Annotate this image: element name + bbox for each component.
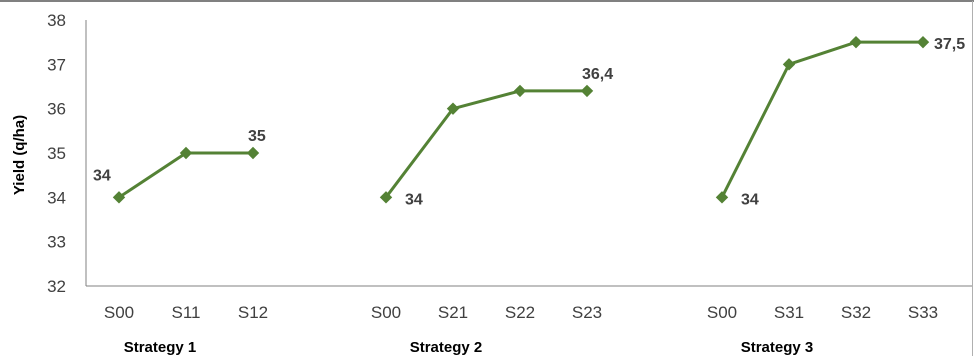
x-category-label: S22 xyxy=(505,303,535,322)
y-tick-label: 34 xyxy=(47,188,66,207)
data-label: 34 xyxy=(405,191,423,208)
strategy-group-label: Strategy 3 xyxy=(741,339,814,356)
strategy-group-label: Strategy 2 xyxy=(410,339,483,356)
y-tick-label: 35 xyxy=(47,144,66,163)
x-category-label: S11 xyxy=(172,303,201,322)
data-label: 34 xyxy=(93,167,111,184)
data-point-marker xyxy=(112,191,126,204)
series-layer: 34 35 34 36,4 34 37,5 xyxy=(93,35,965,208)
data-point-marker xyxy=(179,146,193,160)
data-label: 34 xyxy=(741,191,759,208)
x-category-label: S00 xyxy=(371,303,401,322)
data-point-marker xyxy=(715,191,729,204)
y-tick-labels: 32 33 34 35 36 37 38 xyxy=(47,11,66,296)
y-tick-label: 33 xyxy=(47,233,66,252)
x-category-label: S21 xyxy=(438,303,468,322)
x-tick-labels: S00 S11 S12 Strategy 1 S00 S21 S22 S23 Strategy … xyxy=(104,303,938,356)
x-category-label: S00 xyxy=(707,303,737,322)
series-line xyxy=(720,40,923,199)
data-point-marker xyxy=(446,102,460,115)
y-tick-label: 36 xyxy=(47,100,66,119)
x-category-label: S31 xyxy=(774,303,804,322)
y-tick-label: 37 xyxy=(47,55,66,74)
data-label: 35 xyxy=(248,128,266,145)
x-category-label: S23 xyxy=(572,303,602,322)
y-tick-label: 38 xyxy=(47,11,66,30)
data-point-marker xyxy=(782,58,796,71)
data-point-marker xyxy=(580,84,594,98)
data-point-marker xyxy=(849,35,863,49)
data-point-marker xyxy=(916,35,930,49)
data-label: 37,5 xyxy=(934,36,965,53)
strategy-group-label: Strategy 1 xyxy=(124,339,197,356)
x-category-label: S00 xyxy=(104,303,134,322)
series-line xyxy=(118,151,253,199)
x-category-label: S32 xyxy=(841,303,871,322)
data-point-marker xyxy=(513,84,527,98)
data-point-marker xyxy=(379,191,393,204)
data-label: 36,4 xyxy=(582,66,613,83)
x-category-label: S12 xyxy=(238,303,268,322)
y-axis-label: Yield (q/ha) xyxy=(11,115,28,195)
x-category-label: S33 xyxy=(908,303,938,322)
data-point-marker xyxy=(246,146,260,160)
series-line xyxy=(384,89,587,199)
y-tick-label: 32 xyxy=(47,277,66,296)
